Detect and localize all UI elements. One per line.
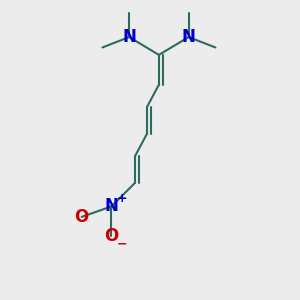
Text: O: O xyxy=(74,208,89,226)
Text: N: N xyxy=(122,28,136,46)
Text: N: N xyxy=(182,28,196,46)
Text: O: O xyxy=(104,227,118,245)
Text: −: − xyxy=(116,237,127,250)
Text: +: + xyxy=(116,192,127,205)
Text: N: N xyxy=(104,197,118,215)
